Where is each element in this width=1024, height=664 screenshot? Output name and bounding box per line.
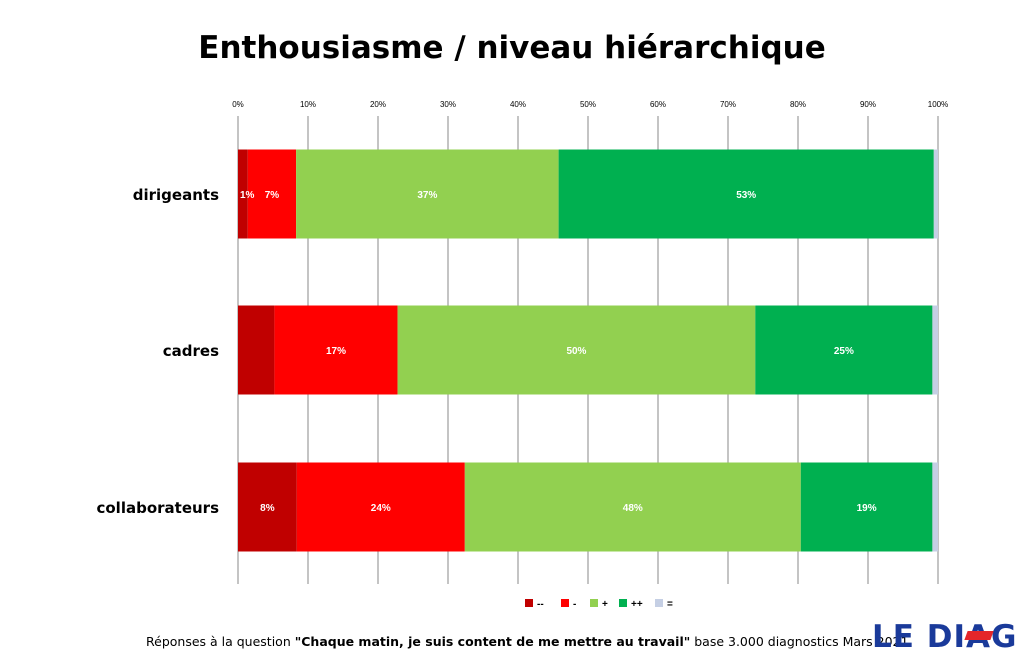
x-tick-label: 100% — [928, 100, 948, 109]
footer-prefix: Réponses à la question — [146, 634, 295, 649]
data-label: 53% — [736, 190, 756, 201]
legend-swatch — [655, 599, 663, 607]
bar-segment — [238, 149, 248, 239]
logo-text: LE DIAG — [872, 619, 1018, 655]
legend-swatch — [619, 599, 627, 607]
data-label: 17% — [326, 346, 346, 357]
data-label: 48% — [623, 503, 643, 514]
chart-title: Enthousiasme / niveau hiérarchique — [198, 30, 826, 66]
legend-label: -- — [537, 599, 544, 610]
bar-segment — [247, 149, 297, 239]
x-tick-label: 70% — [720, 100, 736, 109]
legend-swatch — [590, 599, 598, 607]
x-tick-label: 50% — [580, 100, 596, 109]
bar-segment — [397, 305, 756, 395]
bar-segment — [932, 305, 938, 395]
legend-label: = — [667, 599, 673, 610]
data-label: 7% — [265, 190, 280, 201]
legend-label: - — [573, 599, 576, 610]
bar-segment — [464, 462, 801, 552]
legend-label: + — [602, 599, 608, 610]
category-label: dirigeants — [133, 186, 219, 204]
bar-segment — [274, 305, 398, 395]
logo-accent — [964, 631, 994, 640]
category-label: cadres — [163, 342, 219, 360]
x-tick-label: 20% — [370, 100, 386, 109]
legend-swatch — [525, 599, 533, 607]
x-tick-label: 10% — [300, 100, 316, 109]
bar-segment — [238, 462, 297, 552]
footer-caption: Réponses à la question "Chaque matin, je… — [146, 634, 908, 649]
x-tick-label: 80% — [790, 100, 806, 109]
x-tick-label: 0% — [232, 100, 244, 109]
data-label: 19% — [857, 503, 877, 514]
data-label: 25% — [834, 346, 854, 357]
data-label: 1% — [240, 190, 255, 201]
bar-segment — [296, 149, 559, 239]
bar-segment — [755, 305, 933, 395]
x-tick-label: 30% — [440, 100, 456, 109]
data-label: 50% — [566, 346, 586, 357]
bar-segment — [558, 149, 934, 239]
bar-segment — [932, 462, 938, 552]
category-label: collaborateurs — [96, 499, 219, 517]
bar-segment — [296, 462, 465, 552]
data-label: 37% — [417, 190, 437, 201]
legend: -- - + ++ = — [525, 599, 673, 610]
bar-segment — [800, 462, 933, 552]
footer-suffix: base 3.000 diagnostics Mars 2021 — [690, 634, 909, 649]
x-tick-label: 60% — [650, 100, 666, 109]
bar-segment — [238, 305, 275, 395]
bars: 7% 37% 53% 17% 50% 25% 8% 24% 48% 19% 1% — [238, 149, 938, 552]
x-tick-label: 90% — [860, 100, 876, 109]
footer-question: "Chaque matin, je suis content de me met… — [294, 634, 691, 649]
data-label: 24% — [371, 503, 391, 514]
x-axis-ticks: 0% 10% 20% 30% 40% 50% 60% 70% 80% 90% 100% — [232, 100, 948, 584]
data-label: 8% — [260, 503, 275, 514]
legend-swatch — [561, 599, 569, 607]
legend-label: ++ — [631, 599, 643, 610]
le-diag-logo: LE DIAG — [872, 619, 1017, 655]
category-labels: dirigeants cadres collaborateurs — [96, 186, 219, 517]
x-tick-label: 40% — [510, 100, 526, 109]
bar-segment — [933, 149, 938, 239]
